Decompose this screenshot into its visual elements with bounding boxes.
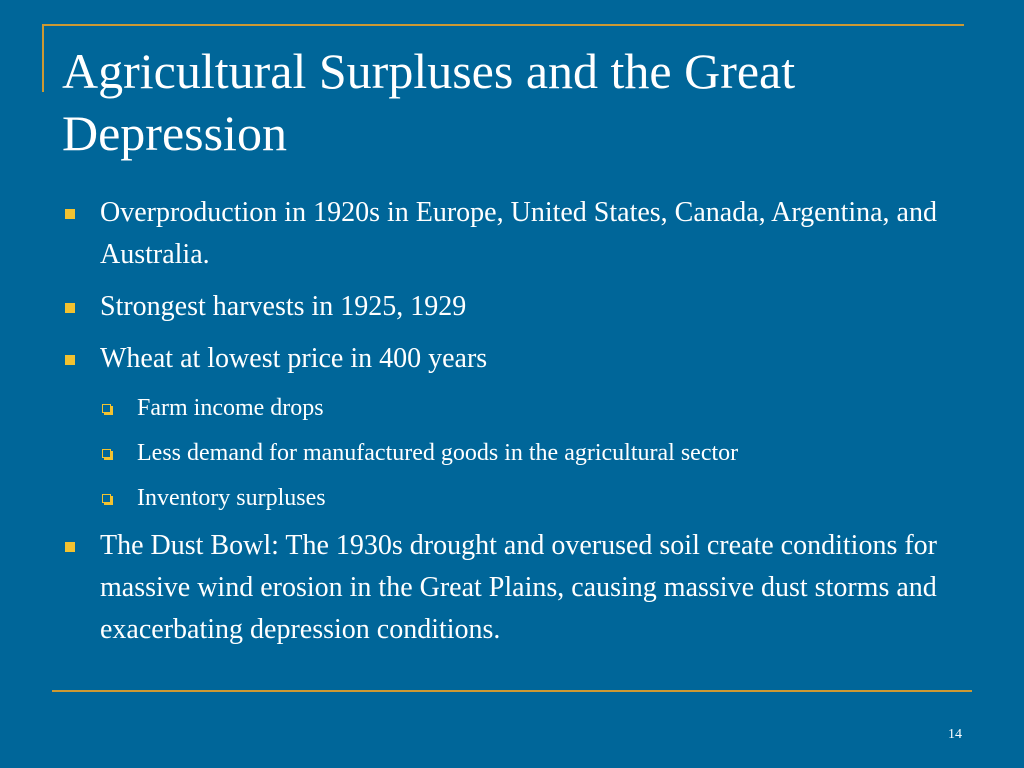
sub-bullet-item: Inventory surpluses [62,480,968,516]
hollow-square-bullet-icon [102,449,111,458]
sub-bullet-text: Less demand for manufactured goods in th… [137,440,739,466]
bullet-text: Overproduction in 1920s in Europe, Unite… [100,197,937,270]
bullet-text: The Dust Bowl: The 1930s drought and ove… [100,530,937,645]
bullet-item: Wheat at lowest price in 400 years [62,338,968,380]
bullet-text: Wheat at lowest price in 400 years [100,343,488,374]
sub-bullet-text: Inventory surpluses [137,485,326,511]
sub-bullet-text: Farm income drops [137,395,324,421]
hollow-square-bullet-icon [102,404,111,413]
square-bullet-icon [65,355,75,365]
frame-top-rule [42,24,964,26]
frame-left-rule [42,24,44,92]
bullet-item: Overproduction in 1920s in Europe, Unite… [62,192,968,276]
sub-bullet-item: Less demand for manufactured goods in th… [62,435,968,471]
slide-title: Agricultural Surpluses and the Great Dep… [62,43,796,161]
bullet-list: Overproduction in 1920s in Europe, Unite… [62,192,968,661]
square-bullet-icon [65,303,75,313]
hollow-square-bullet-icon [102,494,111,503]
sub-bullet-item: Farm income drops [62,390,968,426]
bullet-item: Strongest harvests in 1925, 1929 [62,286,968,328]
square-bullet-icon [65,209,75,219]
bullet-item: The Dust Bowl: The 1930s drought and ove… [62,525,968,651]
square-bullet-icon [65,542,75,552]
frame-bottom-rule [52,690,972,692]
page-number: 14 [948,727,962,742]
bullet-text: Strongest harvests in 1925, 1929 [100,291,467,322]
